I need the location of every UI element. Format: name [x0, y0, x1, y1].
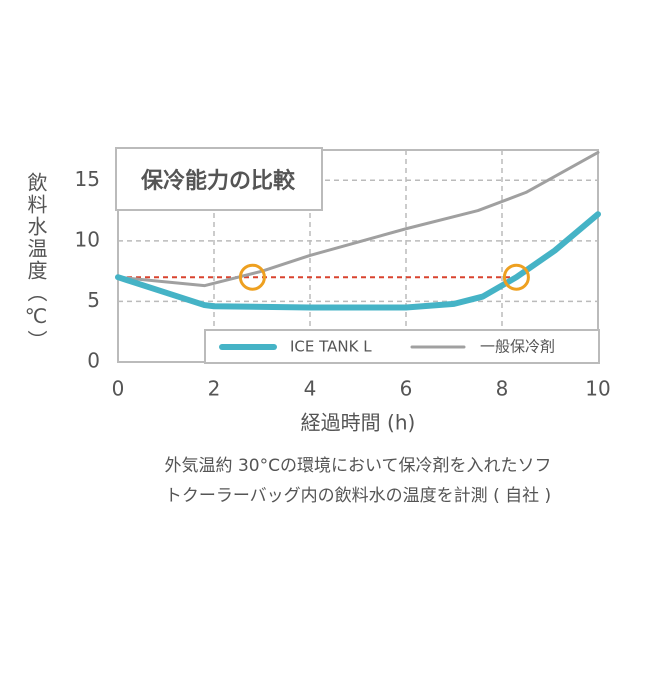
y-tick-label: 0 [87, 349, 100, 373]
x-tick-label: 8 [496, 377, 509, 401]
x-tick-label: 4 [304, 377, 317, 401]
y-tick-label: 15 [75, 167, 100, 191]
highlight-marker [502, 263, 530, 291]
legend-label: 一般保冷剤 [480, 338, 555, 356]
highlight-marker [238, 263, 266, 291]
x-tick-label: 0 [112, 377, 125, 401]
y-tick-label: 10 [75, 227, 100, 251]
x-tick-label: 2 [208, 377, 221, 401]
x-axis-label: 経過時間 (h) [301, 411, 416, 435]
series-line [116, 150, 600, 288]
x-tick-label: 6 [400, 377, 413, 401]
caption-line: トクーラーバッグ内の飲料水の温度を計測 ( 自社 ) [165, 486, 551, 506]
y-axis-label: 飲料水温度（℃） [24, 172, 48, 352]
caption-line: 外気温約 30°Cの環境において保冷剤を入れたソフ [165, 456, 552, 476]
series-line [115, 211, 601, 311]
x-tick-label: 10 [585, 377, 610, 401]
legend-label: ICE TANK L [290, 338, 372, 356]
y-tick-label: 5 [87, 288, 100, 312]
chart-title: 保冷能力の比較 [140, 168, 296, 194]
title-box [115, 147, 323, 211]
